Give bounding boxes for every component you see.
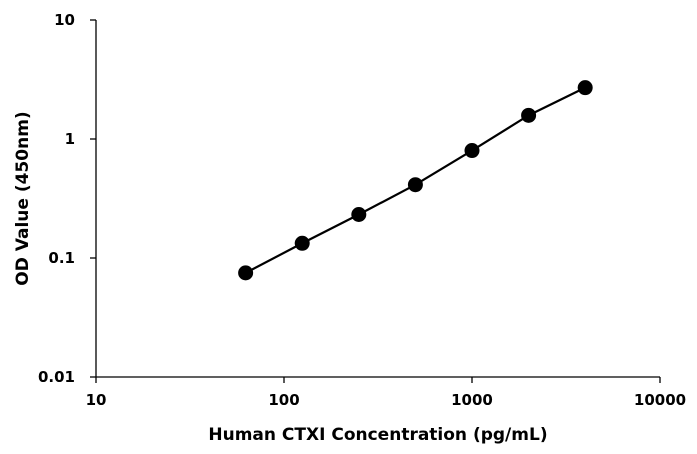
y-tick-label: 10 [54,11,75,29]
series [238,80,593,281]
x-tick-label: 1000 [451,391,493,409]
y-tick-label: 0.1 [48,249,75,267]
ticks: 10 100 1000 10000 0.01 0.1 1 10 [38,11,686,409]
x-tick-label: 10000 [634,391,686,409]
y-tick-label: 1 [65,130,75,148]
x-axis-title: Human CTXI Concentration (pg/mL) [208,425,547,445]
series-1 [238,80,593,281]
y-axis-title: OD Value (450nm) [13,111,33,285]
data-point [294,235,310,251]
data-point [407,177,423,193]
data-point [521,107,537,123]
axes [95,20,660,378]
data-point [464,143,480,159]
y-tick-label: 0.01 [38,368,75,386]
x-tick-label: 10 [86,391,107,409]
x-tick-label: 100 [268,391,299,409]
data-point [351,207,367,223]
data-point [577,80,593,96]
data-point [238,265,254,281]
